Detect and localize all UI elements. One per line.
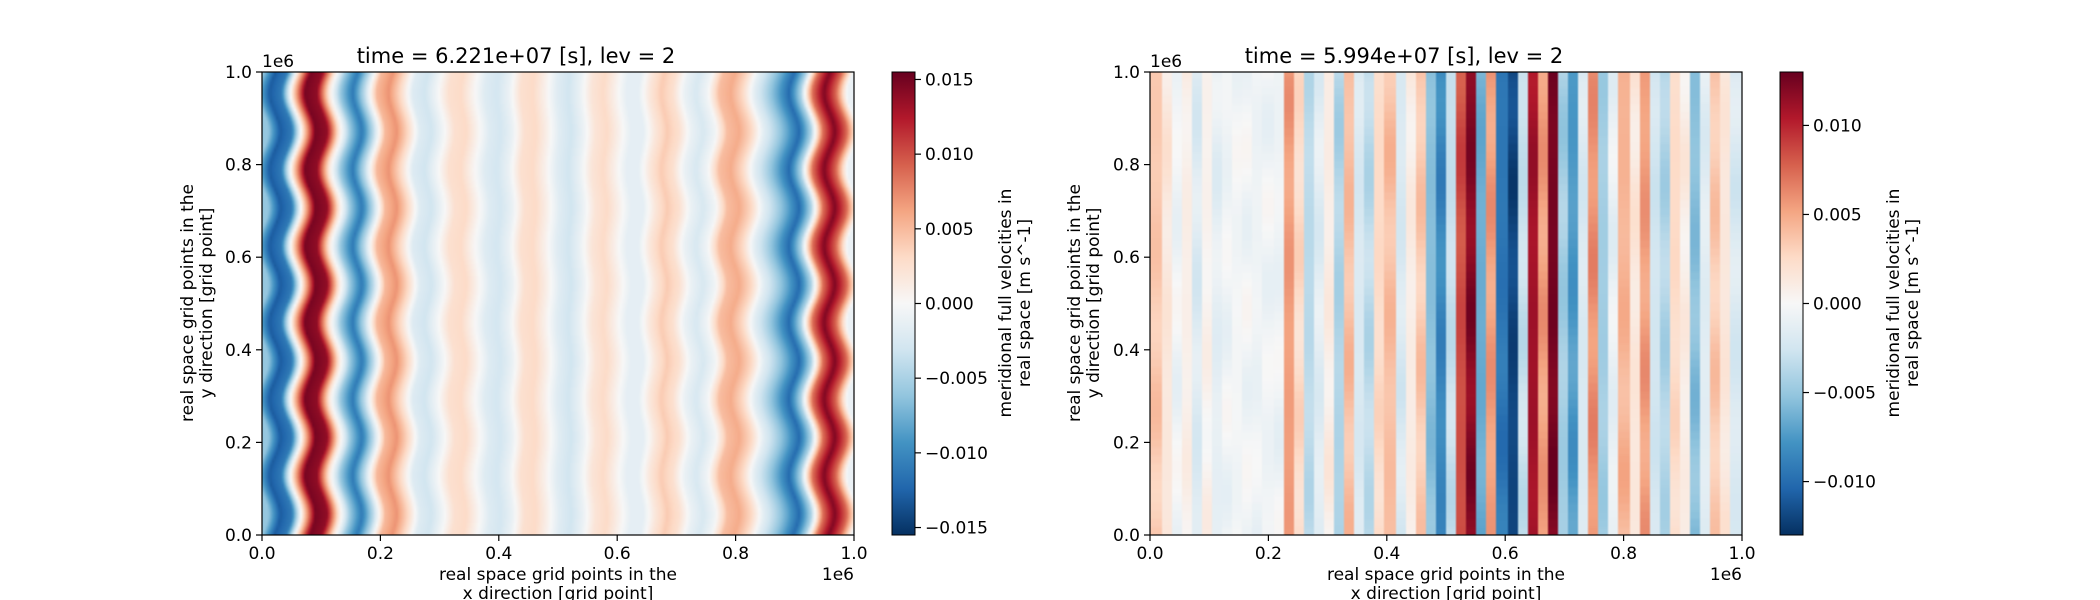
y-axis-1: 0.0 0.2 0.4 0.6 0.8 1.0 <box>225 63 262 546</box>
x-offset-label-1: 1e6 <box>822 565 854 585</box>
colorbar-label-2b: real space [m s^-1] <box>1903 219 1923 387</box>
colorbar-tick-label-2-3: 0.005 <box>1813 205 1862 225</box>
x-axis-label-2a: real space grid points in the <box>1327 565 1565 585</box>
colorbar-gradient-2 <box>1779 71 1804 536</box>
panel-2: time = 5.994e+07 [s], lev = 2 0.0 0.2 0.4 0… <box>1065 44 1923 600</box>
colorbar-tick-label-1-6: 0.015 <box>925 70 974 90</box>
y-tick-label-2-3: 0.6 <box>1113 248 1140 268</box>
x-tick-label-1-4: 0.8 <box>722 544 749 564</box>
x-tick-label-1-0: 0.0 <box>248 544 275 564</box>
plot-frame-2 <box>1149 71 1743 536</box>
y-tick-label-1-2: 0.4 <box>225 341 252 361</box>
y-offset-label-1: 1e6 <box>262 52 294 72</box>
x-axis-label-1a: real space grid points in the <box>439 565 677 585</box>
x-axis-label-1b: x direction [grid point] <box>463 584 654 600</box>
heatmap-image-2 <box>1150 72 1742 535</box>
y-tick-label-1-3: 0.6 <box>225 248 252 268</box>
x-axis-label-2b: x direction [grid point] <box>1351 584 1542 600</box>
panel-1: time = 6.221e+07 [s], lev = 2 0.0 0.2 0.4 0… <box>178 44 1035 600</box>
x-axis-1: 0.0 0.2 0.4 0.6 0.8 1.0 <box>248 535 868 564</box>
y-tick-label-2-0: 0.0 <box>1113 526 1140 546</box>
colorbar-ticks-2: −0.010 −0.005 0.000 0.005 0.010 <box>1803 116 1876 493</box>
colorbar-label-1a: meridional full velocities in <box>996 189 1016 418</box>
y-tick-label-2-4: 0.8 <box>1113 156 1140 176</box>
heatmap-1 <box>262 72 854 535</box>
heatmap-image-1 <box>262 72 854 535</box>
y-axis-label-2a: real space grid points in the <box>1065 184 1085 422</box>
chart-title-1: time = 6.221e+07 [s], lev = 2 <box>357 44 676 68</box>
x-tick-label-1-3: 0.6 <box>604 544 631 564</box>
x-tick-label-2-4: 0.8 <box>1610 544 1637 564</box>
heatmap-2 <box>1150 72 1742 535</box>
x-tick-label-2-1: 0.2 <box>1255 544 1282 564</box>
x-tick-label-2-2: 0.4 <box>1373 544 1400 564</box>
y-tick-label-1-0: 0.0 <box>225 526 252 546</box>
colorbar-1: −0.015 −0.010 −0.005 0.000 0.005 0.010 0.015 m… <box>891 70 1035 539</box>
colorbar-tick-label-2-1: −0.005 <box>1813 384 1876 404</box>
y-tick-label-1-5: 1.0 <box>225 63 252 83</box>
x-offset-label-2: 1e6 <box>1710 565 1742 585</box>
colorbar-tick-label-1-1: −0.010 <box>925 444 988 464</box>
y-axis-label-1a: real space grid points in the <box>178 184 198 422</box>
x-tick-label-1-1: 0.2 <box>367 544 394 564</box>
plot-frame-1 <box>261 71 855 536</box>
y-axis-2: 0.0 0.2 0.4 0.6 0.8 1.0 <box>1113 63 1150 546</box>
colorbar-tick-label-1-3: 0.000 <box>925 295 974 315</box>
y-tick-label-1-4: 0.8 <box>225 156 252 176</box>
colorbar-tick-label-2-0: −0.010 <box>1813 473 1876 493</box>
colorbar-2: −0.010 −0.005 0.000 0.005 0.010 meridional f… <box>1779 71 1923 536</box>
y-axis-label-1b: y direction [grid point] <box>197 208 217 399</box>
x-tick-label-2-0: 0.0 <box>1136 544 1163 564</box>
chart-title-2: time = 5.994e+07 [s], lev = 2 <box>1245 44 1564 68</box>
x-tick-label-1-2: 0.4 <box>485 544 512 564</box>
colorbar-tick-label-2-2: 0.000 <box>1813 295 1862 315</box>
colorbar-label-2a: meridional full velocities in <box>1884 189 1904 418</box>
y-tick-label-2-2: 0.4 <box>1113 341 1140 361</box>
y-tick-label-2-5: 1.0 <box>1113 63 1140 83</box>
x-tick-label-2-5: 1.0 <box>1728 544 1755 564</box>
colorbar-tick-label-1-0: −0.015 <box>925 519 988 539</box>
x-axis-2: 0.0 0.2 0.4 0.6 0.8 1.0 <box>1136 535 1756 564</box>
colorbar-label-1b: real space [m s^-1] <box>1015 219 1035 387</box>
y-offset-label-2: 1e6 <box>1150 52 1182 72</box>
y-tick-label-2-1: 0.2 <box>1113 433 1140 453</box>
colorbar-tick-label-1-2: −0.005 <box>925 369 988 389</box>
y-tick-label-1-1: 0.2 <box>225 433 252 453</box>
colorbar-tick-label-2-4: 0.010 <box>1813 116 1862 136</box>
colorbar-ticks-1: −0.015 −0.010 −0.005 0.000 0.005 0.010 0.015 <box>915 70 988 539</box>
x-tick-label-1-5: 1.0 <box>840 544 867 564</box>
colorbar-gradient-1 <box>891 71 916 536</box>
y-axis-label-2b: y direction [grid point] <box>1084 208 1104 399</box>
colorbar-tick-label-1-5: 0.010 <box>925 145 974 165</box>
x-tick-label-2-3: 0.6 <box>1492 544 1519 564</box>
colorbar-tick-label-1-4: 0.005 <box>925 220 974 240</box>
